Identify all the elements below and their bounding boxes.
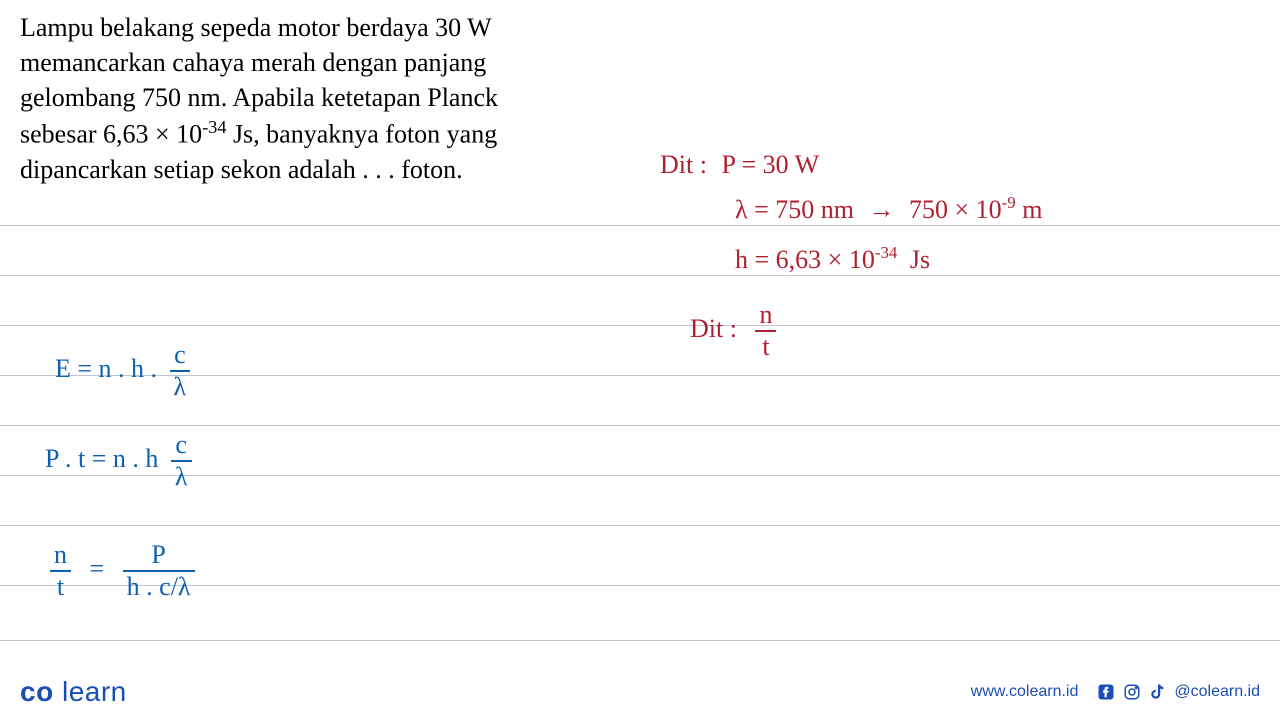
footer-right: www.colearn.id @colearn.id (971, 682, 1260, 702)
h-exp: -34 (875, 243, 898, 262)
dit-label-text: Dit : (660, 150, 707, 179)
asked-fraction: n t (755, 300, 776, 362)
eq1-den: λ (170, 372, 191, 402)
h-text: h = 6,63 × 10 (735, 245, 875, 274)
arrow-icon: → (869, 195, 895, 225)
instagram-icon[interactable] (1122, 682, 1142, 702)
footer-url[interactable]: www.colearn.id (971, 683, 1079, 701)
footer-bar: co learn www.colearn.id @colearn.id (20, 676, 1260, 708)
dit2-text: Dit : (690, 314, 737, 343)
eq3-lhs-num: n (50, 540, 71, 572)
brand-part2: learn (62, 676, 127, 707)
given-lambda: λ = 750 nm → 750 × 10-9 m (735, 195, 1042, 225)
eq3-rhs-fraction: P h . c/λ (123, 540, 195, 602)
eq2-num: c (171, 430, 192, 462)
rule-line (0, 225, 1280, 226)
eq3-lhs-den: t (50, 572, 71, 602)
eq1-lhs: E = n . h . (55, 354, 157, 383)
problem-line4a: sebesar 6,63 × 10 (20, 120, 202, 149)
eq2-fraction: c λ (171, 430, 192, 492)
lambda-text: λ = 750 nm (735, 195, 854, 224)
h-unit: Js (910, 245, 930, 274)
rule-line (0, 525, 1280, 526)
given-label: Dit : P = 30 W (660, 150, 819, 180)
lambda-exp: -9 (1002, 193, 1016, 212)
facebook-icon[interactable] (1096, 682, 1116, 702)
problem-line1: Lampu belakang sepeda motor berdaya 30 W (20, 13, 492, 42)
rule-line (0, 475, 1280, 476)
footer-handle[interactable]: @colearn.id (1174, 683, 1260, 701)
rule-line (0, 275, 1280, 276)
tiktok-icon[interactable] (1148, 682, 1168, 702)
eq2-lhs: P . t = n . h (45, 444, 158, 473)
problem-statement: Lampu belakang sepeda motor berdaya 30 W… (20, 10, 620, 187)
problem-line4b: Js, banyaknya foton yang (226, 120, 497, 149)
brand-logo: co learn (20, 676, 127, 708)
eq3-equals: = (90, 554, 105, 583)
eq3-lhs-fraction: n t (50, 540, 71, 602)
eq1-fraction: c λ (170, 340, 191, 402)
problem-line5: dipancarkan setiap sekon adalah . . . fo… (20, 155, 463, 184)
eq3-rhs-num: P (123, 540, 195, 572)
eq3-rhs-den: h . c/λ (123, 572, 195, 602)
brand-part1: co (20, 676, 54, 707)
eq1-num: c (170, 340, 191, 372)
asked-den: t (755, 332, 776, 362)
lambda-value: 750 × 10 (909, 195, 1002, 224)
social-icons: @colearn.id (1096, 682, 1260, 702)
rule-line (0, 325, 1280, 326)
equation-2: P . t = n . h c λ (45, 430, 192, 492)
problem-line4-exp: -34 (202, 117, 226, 137)
equation-3: n t = P h . c/λ (50, 540, 195, 602)
asked-label: Dit : n t (690, 300, 776, 362)
problem-line2: memancarkan cahaya merah dengan panjang (20, 48, 486, 77)
asked-num: n (755, 300, 776, 332)
rule-line (0, 425, 1280, 426)
equation-1: E = n . h . c λ (55, 340, 190, 402)
lambda-unit: m (1022, 195, 1042, 224)
rule-line (0, 640, 1280, 641)
given-P: P = 30 W (721, 150, 819, 179)
eq2-den: λ (171, 462, 192, 492)
problem-line3: gelombang 750 nm. Apabila ketetapan Plan… (20, 83, 498, 112)
rule-line (0, 375, 1280, 376)
given-h: h = 6,63 × 10-34 Js (735, 245, 930, 275)
